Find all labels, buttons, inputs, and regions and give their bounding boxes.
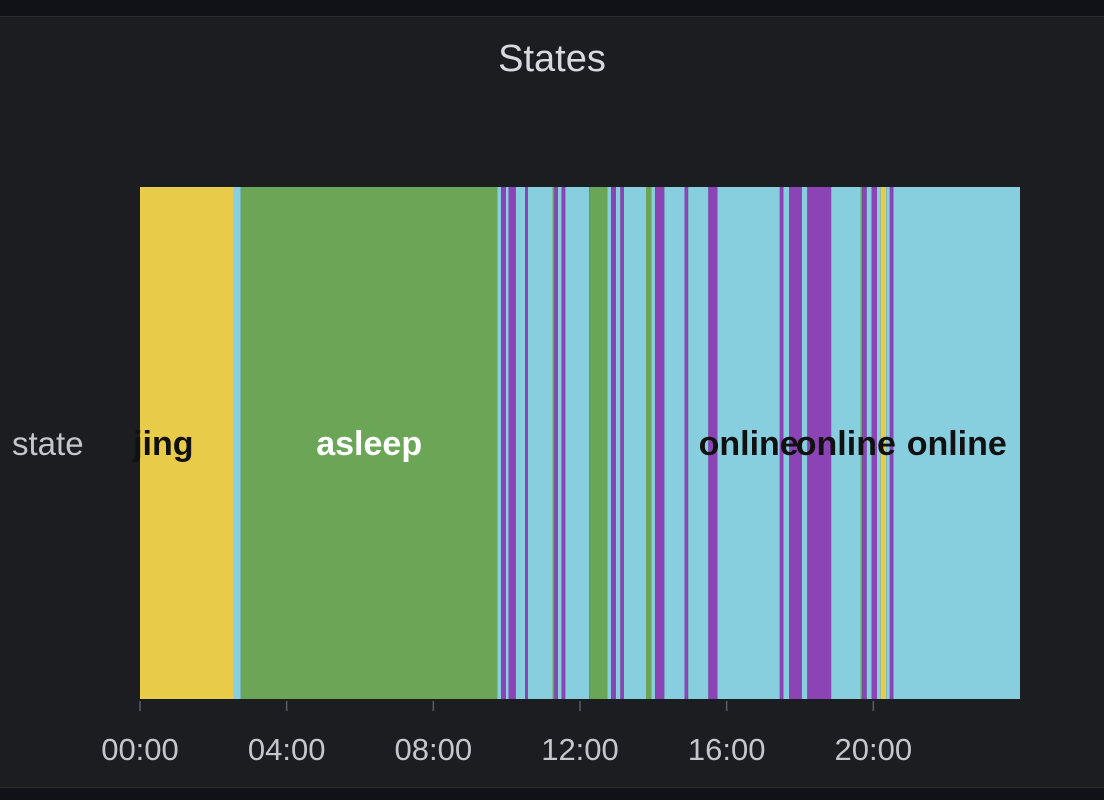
segment-label-charging: jing	[132, 425, 193, 463]
timeline-segments	[140, 187, 1020, 699]
timeline-segment-driving	[554, 187, 558, 699]
timeline-segment-driving	[779, 187, 784, 699]
timeline-segment-asleep	[646, 187, 652, 699]
timeline-segment-online	[893, 187, 1020, 699]
timeline-segment-online	[831, 187, 861, 699]
timeline-segment-asleep	[552, 187, 555, 699]
timeline-segment-online	[688, 187, 709, 699]
timeline-segment-driving	[611, 187, 616, 699]
x-tick-label: 12:00	[541, 732, 619, 767]
timeline-segment-asleep	[589, 187, 608, 699]
timeline-segment-charging	[880, 187, 887, 699]
timeline-segment-asleep	[860, 187, 863, 699]
timeline-segment-driving	[525, 187, 528, 699]
segment-label-online: online	[699, 425, 799, 463]
segment-label-asleep: asleep	[316, 425, 422, 463]
timeline-segment-online	[801, 187, 808, 699]
timeline-segment-online	[866, 187, 872, 699]
chart-title: States	[498, 38, 606, 80]
segment-label-online: online	[796, 425, 896, 463]
timeline-segment-online	[497, 187, 502, 699]
x-axis: 00:00 04:00 08:00 12:00 16:00 20:00	[101, 701, 912, 767]
timeline-segment-driving	[620, 187, 624, 699]
timeline-segment-driving	[807, 187, 832, 699]
row-label-state: state	[12, 425, 84, 462]
segment-label-online: online	[907, 425, 1007, 463]
timeline-segment-asleep	[240, 187, 498, 699]
timeline-segment-driving	[655, 187, 665, 699]
timeline-segment-driving	[508, 187, 516, 699]
timeline-segment-online	[886, 187, 890, 699]
timeline-segment-online	[664, 187, 685, 699]
timeline-segment-driving	[708, 187, 718, 699]
timeline-segment-online	[624, 187, 646, 699]
x-tick-label: 08:00	[395, 732, 473, 767]
timeline-segment-online	[515, 187, 525, 699]
timeline-segment-charging	[140, 187, 234, 699]
x-tick-label: 20:00	[835, 732, 913, 767]
timeline-segment-online	[607, 187, 612, 699]
timeline-segment-online	[651, 187, 656, 699]
timeline-segment-online	[565, 187, 590, 699]
x-tick-label: 04:00	[248, 732, 326, 767]
timeline-segment-driving	[684, 187, 689, 699]
timeline-segment-driving	[862, 187, 867, 699]
timeline-segment-online	[505, 187, 509, 699]
x-tick-label: 00:00	[101, 732, 179, 767]
timeline-segment-driving	[501, 187, 506, 699]
timeline-segment-online	[615, 187, 621, 699]
timeline-segment-online	[233, 187, 241, 699]
timeline-segment-online	[527, 187, 553, 699]
timeline-segment-online	[783, 187, 789, 699]
timeline-segment-driving	[889, 187, 894, 699]
x-tick-label: 16:00	[688, 732, 766, 767]
timeline-segment-driving	[561, 187, 566, 699]
timeline-segment-online	[558, 187, 562, 699]
timeline-segment-online	[877, 187, 881, 699]
timeline-segment-driving	[871, 187, 877, 699]
timeline-segment-online	[717, 187, 780, 699]
timeline-segment-driving	[789, 187, 802, 699]
